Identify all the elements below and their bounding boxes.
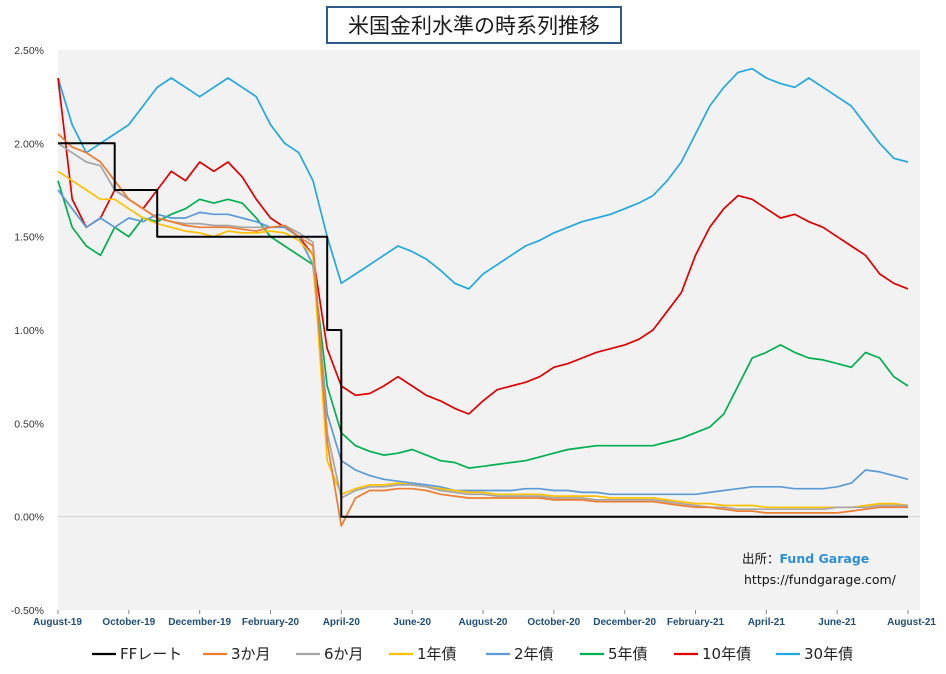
x-tick-label: October-19 <box>102 617 155 628</box>
legend-label: 5年債 <box>608 645 648 663</box>
legend-item: 1年債 <box>389 645 457 663</box>
y-tick-label: -0.50% <box>11 605 44 617</box>
source-label-prefix: 出所： <box>742 551 780 566</box>
legend-item: 5年債 <box>580 645 648 663</box>
plot-area <box>58 50 920 610</box>
x-tick-label: February-20 <box>242 617 300 628</box>
legend-item: 10年債 <box>674 645 751 663</box>
x-tick-label: April-21 <box>748 617 786 628</box>
y-tick-label: 0.00% <box>14 512 44 524</box>
legend-label: FFレート <box>120 645 182 663</box>
source-label: 出所：Fund Garage <box>742 551 869 566</box>
x-axis: August-19 October-19 December-19 February-2… <box>33 610 936 628</box>
series-line-6か月 <box>57 142 908 511</box>
series-line-FFレート <box>58 142 908 518</box>
x-tick-label: August-19 <box>33 617 82 628</box>
legend-label: 2年債 <box>514 645 554 663</box>
legend-label: 6か月 <box>324 645 364 663</box>
chart-legend: FFレート 3か月 6か月 1年債 2年債 5年債 10年債 30年債 <box>92 645 853 663</box>
series-line-1年債 <box>57 170 909 509</box>
series-line-3か月 <box>57 133 908 527</box>
series-line-10年債 <box>57 77 909 415</box>
series-layer <box>57 67 909 527</box>
series-line-2年債 <box>57 189 909 496</box>
x-tick-label: June-20 <box>393 617 431 628</box>
legend-item: FFレート <box>92 645 182 663</box>
chart-title-box <box>326 6 622 44</box>
x-tick-label: June-21 <box>818 617 856 628</box>
series-line-30年債 <box>57 67 909 290</box>
source-url: https://fundgarage.com/ <box>744 572 897 587</box>
legend-label: 3か月 <box>231 645 271 663</box>
source-brand: Fund Garage <box>780 551 870 566</box>
series-line-5年債 <box>57 180 909 469</box>
y-axis: 2.50% 2.00% 1.50% 1.00% 0.50% 0.00% -0.50% <box>11 45 920 617</box>
legend-item: 6か月 <box>296 645 364 663</box>
y-tick-label: 2.50% <box>14 45 44 57</box>
x-tick-label: April-20 <box>323 617 361 628</box>
legend-item: 2年債 <box>486 645 554 663</box>
y-tick-label: 1.00% <box>14 325 44 337</box>
y-tick-label: 2.00% <box>14 138 44 150</box>
y-tick-label: 1.50% <box>14 232 44 244</box>
x-tick-label: August-20 <box>459 617 508 628</box>
legend-label: 1年債 <box>417 645 457 663</box>
chart-title: 米国金利水準の時系列推移 <box>348 14 600 38</box>
x-tick-label: October-20 <box>527 617 580 628</box>
legend-label: 10年債 <box>702 645 751 663</box>
source-note: 出所：Fund Garage https://fundgarage.com/ <box>742 551 897 587</box>
legend-item: 3か月 <box>203 645 271 663</box>
legend-label: 30年債 <box>804 645 853 663</box>
y-tick-label: 0.50% <box>14 418 44 430</box>
x-tick-label: December-19 <box>168 617 231 628</box>
legend-item: 30年債 <box>776 645 853 663</box>
x-tick-label: February-21 <box>667 617 725 628</box>
x-tick-label: August-21 <box>887 617 936 628</box>
x-tick-label: December-20 <box>593 617 656 628</box>
